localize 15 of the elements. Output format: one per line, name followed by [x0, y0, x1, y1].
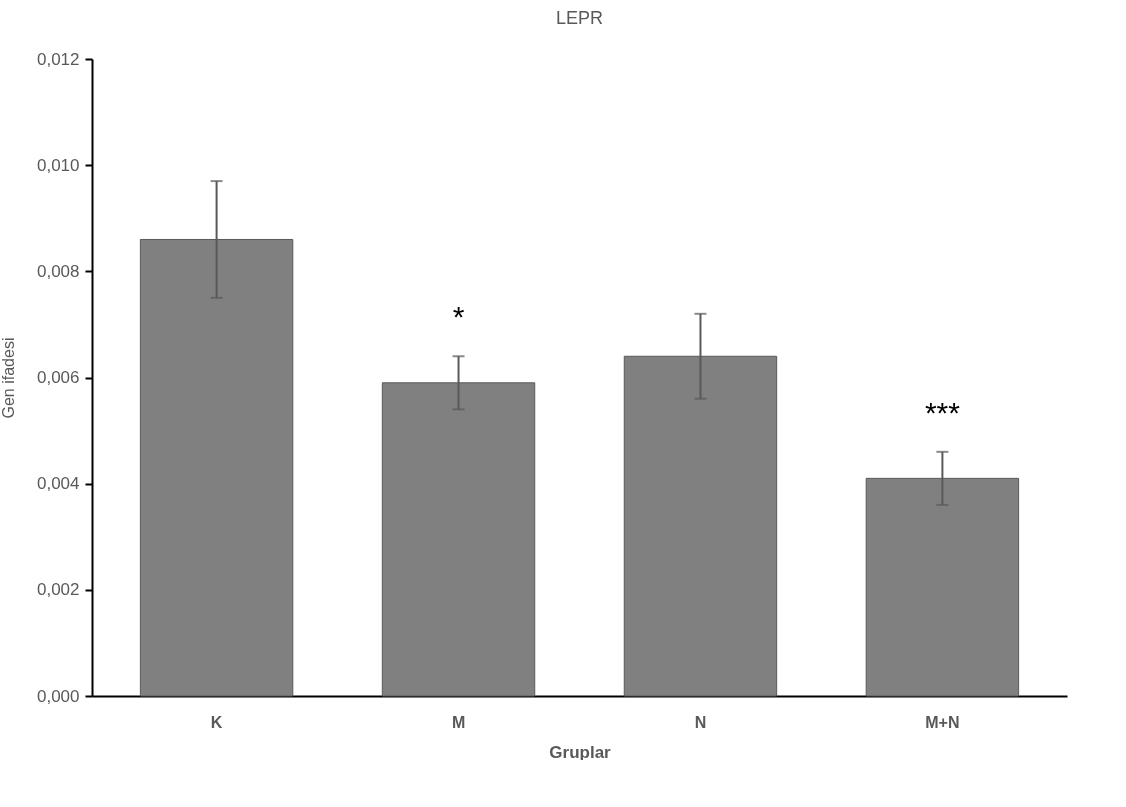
y-tick-label: 0,012	[36, 49, 80, 69]
annotation: *	[452, 300, 465, 334]
chart-title: LEPR	[555, 8, 604, 28]
y-tick-label: 0,002	[36, 580, 80, 600]
x-tick-label: M+N	[925, 713, 960, 731]
y-tick-label: 0,008	[36, 261, 80, 281]
x-tick-label: K	[210, 713, 223, 731]
annotation: ***	[924, 395, 961, 429]
y-tick-label: 0,000	[36, 686, 80, 706]
y-tick-label: 0,010	[36, 155, 80, 175]
y-tick-label: 0,004	[36, 474, 80, 494]
x-tick-label: M	[451, 713, 466, 731]
x-tick-label: N	[694, 713, 707, 731]
y-tick-label: 0,006	[36, 368, 80, 387]
y-axis-title: Gen ifadesi	[0, 337, 17, 419]
